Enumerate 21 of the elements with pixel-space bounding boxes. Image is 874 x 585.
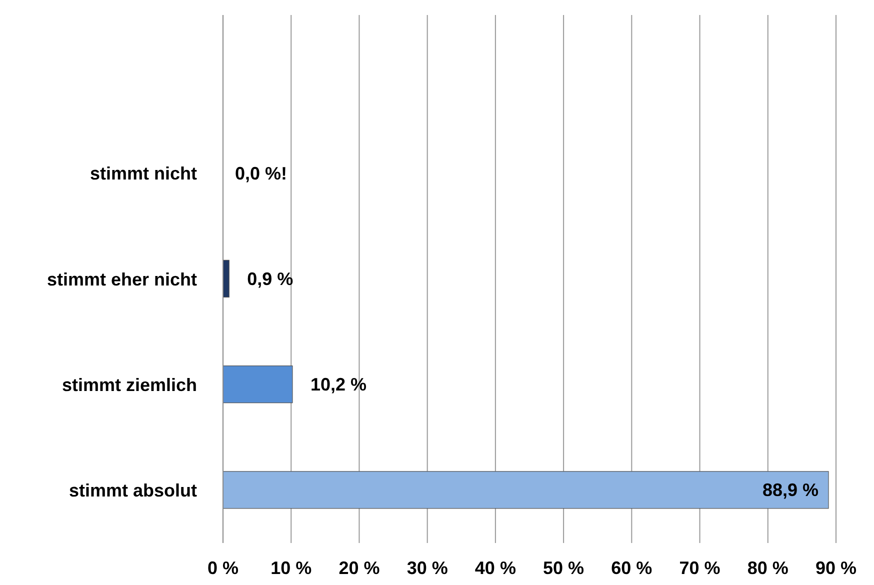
x-tick-label: 20 % (338, 558, 380, 578)
bar (223, 471, 829, 509)
y-tick-label: stimmt eher nicht (46, 269, 198, 290)
bar (223, 260, 230, 298)
x-tick-label: 40 % (474, 558, 516, 578)
bar (223, 366, 293, 404)
x-tick-label: 80 % (747, 558, 788, 578)
x-tick-label: 60 % (611, 558, 652, 578)
data-label: 0,0 %! (235, 164, 288, 184)
data-label: 10,2 % (310, 374, 367, 395)
x-tick-label: 70 % (679, 558, 720, 578)
x-tick-label: 0 % (207, 558, 239, 578)
x-tick-label: 30 % (406, 558, 448, 578)
y-tick-label: stimmt absolut (68, 480, 198, 500)
x-tick-label: 90 % (815, 558, 857, 578)
x-tick-label: 10 % (270, 558, 312, 578)
data-label: 0,9 % (247, 269, 294, 289)
x-tick-label: 50 % (543, 558, 584, 578)
y-tick-label: stimmt nicht (90, 164, 197, 184)
data-label: 88,9 % (762, 480, 819, 500)
y-tick-label: stimmt ziemlich (62, 374, 197, 395)
